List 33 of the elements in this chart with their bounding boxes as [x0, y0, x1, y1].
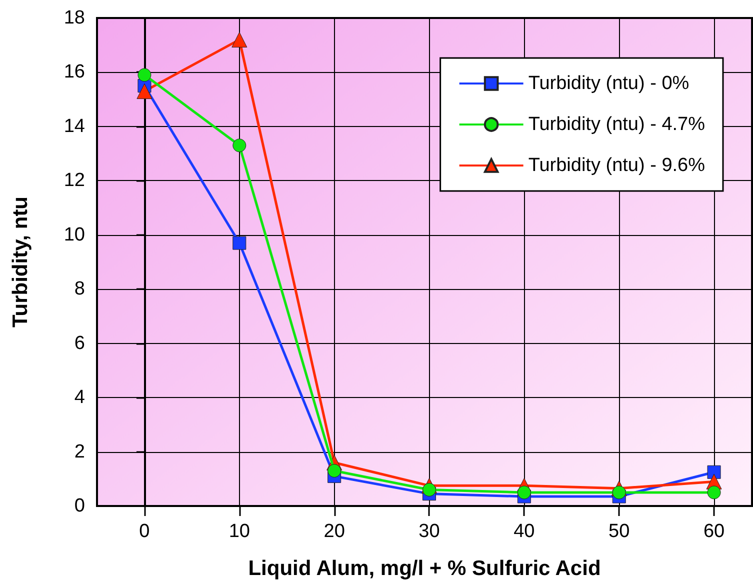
point	[136, 83, 152, 99]
y-tick-label: 12	[64, 170, 85, 192]
y-tick-label: 6	[74, 332, 85, 354]
point	[138, 68, 152, 82]
y-tick-label: 14	[64, 116, 86, 137]
y-tick-label: 18	[64, 8, 85, 28]
y-axis-title: Turbidity, ntu	[9, 196, 32, 328]
x-tick-label: 60	[703, 521, 725, 542]
point	[232, 32, 248, 48]
x-tick-label: 20	[324, 521, 345, 542]
legend-label: Turbidity (ntu) - 4.7%	[528, 114, 706, 135]
y-tick-label: 16	[64, 62, 85, 83]
x-tick-label: 30	[418, 521, 440, 542]
y-tick-label: 8	[74, 278, 85, 300]
x-tick-label: 50	[608, 521, 630, 542]
point	[707, 486, 721, 500]
x-tick-label: 40	[514, 521, 535, 542]
y-tick-label: 10	[64, 224, 85, 246]
y-tick-label: 4	[74, 387, 86, 408]
y-tick-label: 0	[74, 496, 85, 516]
point	[517, 486, 531, 500]
x-tick-label: 10	[228, 521, 250, 542]
point	[328, 464, 342, 478]
legend-label: Turbidity (ntu) - 9.6%	[528, 155, 706, 176]
point	[422, 482, 436, 496]
x-tick-label: 0	[139, 521, 150, 542]
point	[232, 138, 246, 152]
point	[232, 236, 246, 250]
point	[707, 465, 721, 479]
y-tick-label: 2	[74, 441, 85, 462]
x-axis-title: Liquid Alum, mg/l + % Sulfuric Acid	[248, 557, 601, 580]
legend-label: Turbidity (ntu) - 0%	[528, 73, 690, 94]
point	[612, 486, 626, 500]
